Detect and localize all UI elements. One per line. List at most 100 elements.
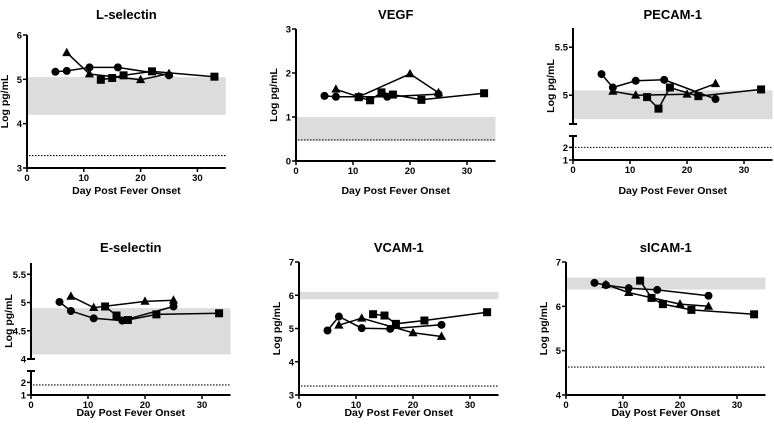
data-point-square — [750, 310, 759, 319]
y-tick-label: 2 — [286, 69, 291, 80]
data-point-triangle — [89, 302, 99, 312]
y-tick-label: 6 — [289, 291, 294, 302]
data-point-square — [643, 93, 652, 102]
series-line-triangle — [338, 317, 442, 338]
chart-title: E-selectin — [100, 240, 161, 255]
chart-title: VCAM-1 — [374, 240, 424, 255]
x-tick-label: 10 — [83, 400, 94, 411]
data-point-square — [654, 104, 663, 113]
data-point-circle — [653, 285, 662, 294]
x-tick-label: 20 — [405, 166, 416, 177]
data-point-square — [391, 319, 400, 328]
y-tick-label: 6 — [556, 302, 561, 313]
x-axis-label: Day Post Fever Onset — [341, 185, 450, 197]
y-tick-label: 7 — [289, 258, 294, 269]
data-point-triangle — [62, 47, 72, 57]
series-line-triangle — [70, 295, 174, 309]
data-point-square — [112, 311, 121, 320]
x-tick-label: 0 — [28, 400, 33, 411]
data-point-triangle — [631, 90, 641, 99]
data-point-square — [480, 89, 489, 98]
data-point-square — [377, 88, 386, 97]
data-point-square — [483, 308, 492, 317]
y-tick-label: 3 — [17, 164, 22, 175]
x-tick-label: 30 — [197, 400, 208, 411]
data-point-square — [380, 311, 389, 320]
normal-range-band — [300, 291, 499, 300]
data-point-square — [119, 71, 128, 80]
data-point-square — [417, 95, 426, 104]
data-point-triangle — [140, 296, 150, 305]
data-point-square — [215, 309, 224, 318]
chart-panel-sicam-1: 4 5 6 7 0 10 20 30 sICAM-1 Day Post Fever Onset Lo… — [538, 240, 766, 419]
data-point-triangle — [136, 74, 146, 84]
data-point-circle — [66, 307, 75, 315]
data-point-square — [369, 310, 378, 319]
y-axis-label: Log pg/mL — [3, 294, 15, 348]
y-tick-label: 1 — [563, 156, 569, 167]
x-tick-label: 10 — [618, 400, 629, 411]
data-point-triangle — [168, 295, 179, 304]
data-point-triangle — [357, 313, 367, 322]
data-point-triangle — [331, 84, 341, 93]
x-axis-label: Day Post Fever Onset — [618, 185, 727, 197]
x-tick-label: 30 — [192, 173, 203, 184]
x-tick-label: 10 — [351, 400, 362, 411]
x-tick-label: 0 — [24, 173, 29, 184]
y-tick-label: 5 — [556, 346, 562, 357]
data-point-circle — [89, 314, 98, 323]
data-point-circle — [320, 91, 329, 100]
series-line-square — [373, 311, 488, 325]
y-tick-label: 4 — [21, 355, 27, 366]
x-tick-label: 0 — [293, 166, 298, 177]
data-point-square — [636, 276, 645, 285]
x-tick-label: 10 — [79, 173, 90, 184]
x-tick-label: 20 — [408, 400, 419, 411]
data-point-circle — [711, 95, 720, 104]
y-tick-label: 0 — [286, 157, 291, 168]
data-point-triangle — [624, 287, 634, 296]
data-point-triangle — [433, 87, 444, 97]
data-point-circle — [437, 320, 446, 329]
data-point-triangle — [608, 86, 618, 95]
data-point-triangle — [66, 291, 76, 300]
y-axis-label: Log pg/mL — [271, 301, 283, 355]
data-point-circle — [169, 302, 178, 311]
y-tick-label: 4.5 — [13, 326, 27, 337]
y-axis-label: Log pg/mL — [0, 74, 11, 128]
y-tick-label: 5 — [563, 91, 569, 102]
data-point-square — [210, 72, 219, 81]
x-tick-label: 30 — [462, 166, 473, 177]
x-tick-label: 0 — [296, 400, 301, 411]
y-tick-label: 5 — [289, 324, 295, 335]
data-point-triangle — [436, 331, 447, 340]
data-point-triangle — [84, 69, 95, 78]
x-tick-label: 0 — [570, 165, 575, 176]
data-point-square — [354, 93, 363, 102]
normal-range-band — [567, 277, 766, 290]
data-point-square — [152, 310, 161, 319]
y-axis-label: Log pg/mL — [545, 59, 557, 113]
data-point-square — [388, 90, 397, 99]
data-point-triangle — [710, 78, 721, 88]
x-axis-label: Day Post Fever Onset — [76, 407, 185, 419]
chart-title: PECAM-1 — [643, 7, 702, 22]
data-point-square — [647, 293, 656, 302]
series-line-triangle — [612, 82, 716, 96]
y-tick-label: 5 — [17, 75, 23, 86]
data-point-square — [108, 74, 117, 83]
data-point-square — [658, 300, 667, 309]
x-tick-label: 30 — [465, 400, 476, 411]
y-tick-label: 2 — [21, 378, 26, 389]
chart-panel-vcam-1: 3 4 5 6 7 0 10 20 30 VCAM-1 Day Post Fever Onset Lo… — [271, 240, 499, 419]
data-point-square — [757, 85, 766, 94]
data-point-triangle — [703, 301, 714, 310]
data-point-circle — [660, 75, 669, 84]
data-point-circle — [334, 312, 343, 321]
y-tick-label: 2 — [563, 143, 568, 154]
data-point-square — [694, 92, 703, 101]
chart-title: L-selectin — [96, 7, 157, 22]
x-tick-label: 30 — [739, 165, 750, 176]
x-axis-label: Day Post Fever Onset — [72, 185, 181, 197]
